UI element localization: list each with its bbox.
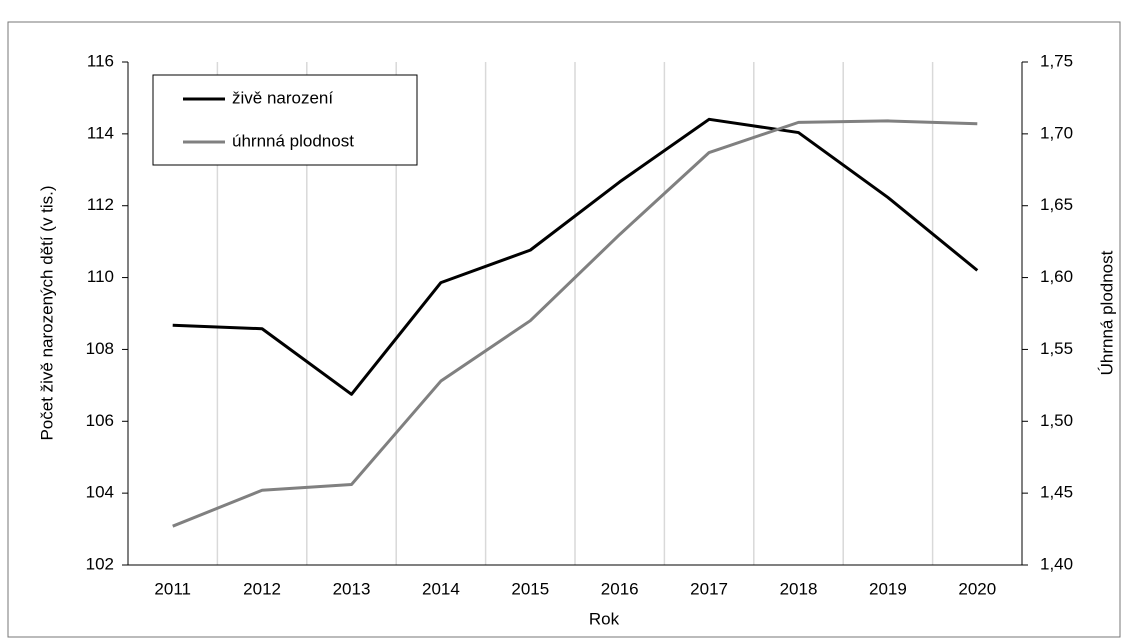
x-tick-label: 2015 — [511, 579, 549, 598]
y-tick-label: 112 — [87, 195, 114, 214]
y2-tick-label: 1,50 — [1040, 411, 1073, 430]
x-tick-label: 2018 — [780, 579, 818, 598]
line-series — [172, 119, 978, 528]
x-tick-label: 2014 — [422, 579, 460, 598]
legend-label: živě narození — [232, 88, 333, 107]
y2-tick-label: 1,55 — [1040, 339, 1073, 358]
y-tick-label: 106 — [86, 411, 114, 430]
y-tick-label: 102 — [86, 554, 114, 573]
x-tick-label: 2017 — [690, 579, 728, 598]
y-tick-label: 104 — [86, 483, 114, 502]
x-tick-label: 2012 — [243, 579, 281, 598]
y-tick-label: 114 — [87, 123, 114, 142]
y2-tick-label: 1,45 — [1040, 483, 1073, 502]
y-axis-label: Počet živě narozených dětí (v tis.) — [37, 185, 56, 440]
x-tick-label: 2019 — [869, 579, 907, 598]
y2-tick-label: 1,40 — [1040, 554, 1073, 573]
x-axis-label: Rok — [589, 609, 620, 628]
x-tick-label: 2013 — [333, 579, 371, 598]
y-tick-label: 110 — [87, 267, 114, 286]
y-tick-label: 108 — [86, 339, 114, 358]
x-tick-label: 2011 — [154, 579, 191, 598]
y2-axis-label: Úhrnná plodnost — [1097, 250, 1116, 375]
y-tick-label: 116 — [87, 51, 114, 70]
legend-box — [152, 74, 418, 166]
line-series — [172, 117, 979, 396]
x-tick-label: 2020 — [958, 579, 996, 598]
y2-tick-label: 1,60 — [1040, 267, 1073, 286]
y2-tick-label: 1,65 — [1040, 195, 1073, 214]
y2-tick-label: 1,75 — [1040, 51, 1073, 70]
legend-label: úhrnná plodnost — [232, 131, 354, 150]
x-tick-label: 2016 — [601, 579, 639, 598]
y2-tick-label: 1,70 — [1040, 123, 1073, 142]
